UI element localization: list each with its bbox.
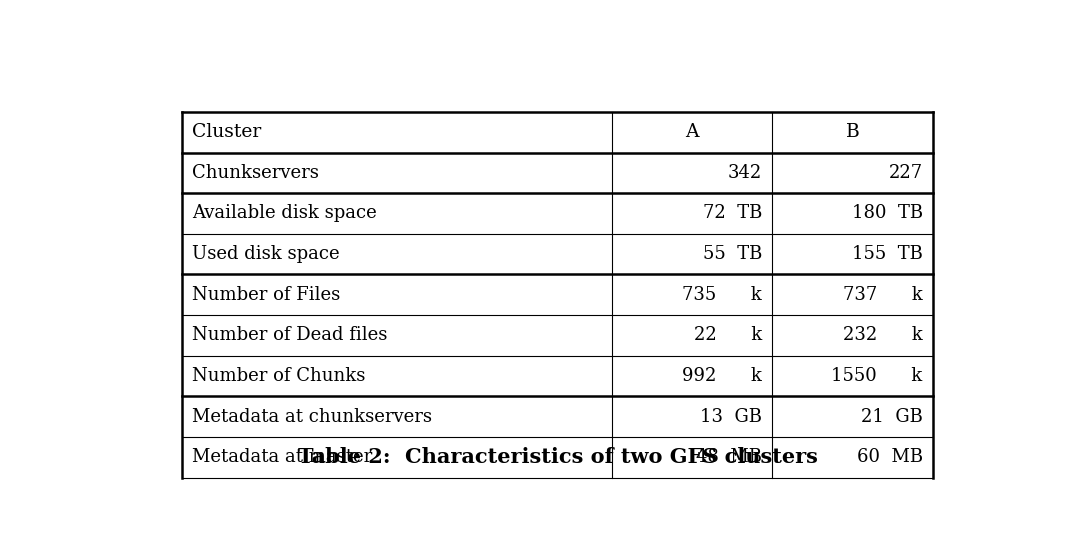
Text: Used disk space: Used disk space [193, 245, 341, 263]
Text: 21  GB: 21 GB [861, 408, 923, 426]
Text: Number of Dead files: Number of Dead files [193, 326, 387, 344]
Text: Metadata at master: Metadata at master [193, 448, 373, 466]
Text: Available disk space: Available disk space [193, 204, 378, 222]
Text: 1550      k: 1550 k [831, 367, 923, 385]
Text: 22      k: 22 k [694, 326, 762, 344]
Text: 48  MB: 48 MB [696, 448, 762, 466]
Text: B: B [845, 123, 860, 141]
Text: 737      k: 737 k [843, 286, 923, 304]
Text: 60  MB: 60 MB [856, 448, 923, 466]
Text: 13  GB: 13 GB [700, 408, 762, 426]
Text: 155  TB: 155 TB [852, 245, 923, 263]
Text: Number of Chunks: Number of Chunks [193, 367, 366, 385]
Text: A: A [685, 123, 698, 141]
Text: 992      k: 992 k [682, 367, 762, 385]
Text: 55  TB: 55 TB [703, 245, 762, 263]
Text: Metadata at chunkservers: Metadata at chunkservers [193, 408, 433, 426]
Text: 735      k: 735 k [682, 286, 762, 304]
Text: Chunkservers: Chunkservers [193, 164, 320, 182]
Text: 342: 342 [728, 164, 762, 182]
Text: Number of Files: Number of Files [193, 286, 341, 304]
Text: 180  TB: 180 TB [852, 204, 923, 222]
Text: Cluster: Cluster [193, 123, 262, 141]
Text: Table 2:  Characteristics of two GFS clusters: Table 2: Characteristics of two GFS clus… [298, 447, 817, 467]
Text: 72  TB: 72 TB [703, 204, 762, 222]
Text: 227: 227 [889, 164, 923, 182]
Text: 232      k: 232 k [843, 326, 923, 344]
